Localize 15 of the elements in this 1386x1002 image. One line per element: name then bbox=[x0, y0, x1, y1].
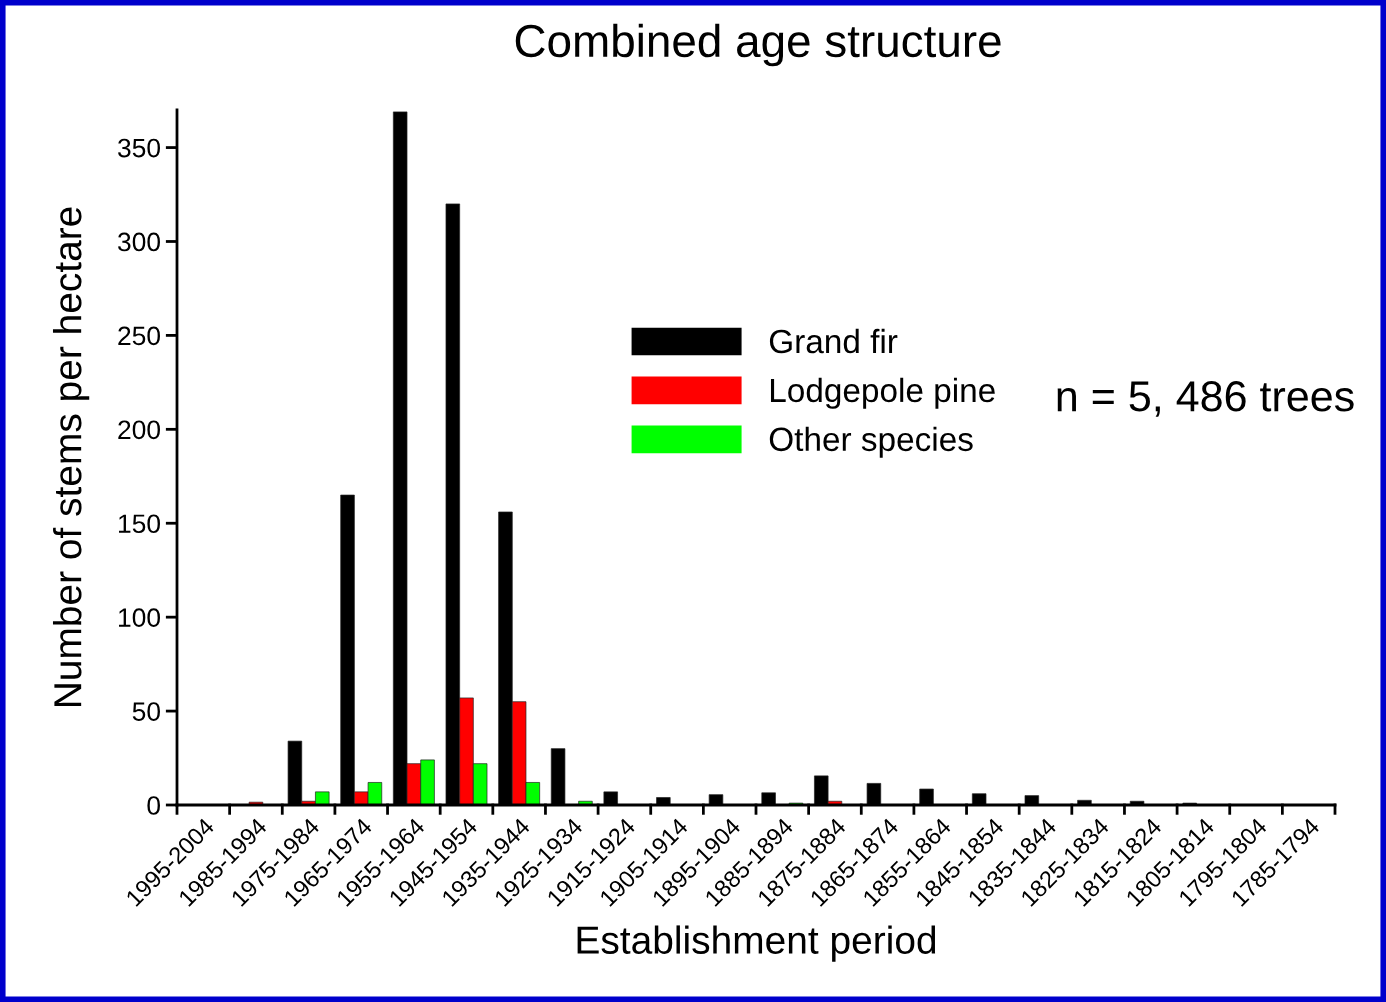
y-tick-label: 0 bbox=[147, 796, 160, 815]
y-tick-label: 350 bbox=[118, 138, 160, 158]
legend-label: Lodgepole pine bbox=[770, 377, 995, 409]
y-tick-label: 150 bbox=[119, 514, 160, 534]
y-tick-label: 50 bbox=[132, 702, 160, 721]
legend-label: Grand fir bbox=[769, 328, 898, 354]
y-tick-label: 200 bbox=[118, 420, 160, 440]
y-axis-title: Number of stems per hectare bbox=[52, 207, 90, 707]
y-tick-label: 100 bbox=[119, 608, 160, 627]
y-tick-label: 250 bbox=[118, 326, 160, 346]
x-axis-title: Establishment period bbox=[577, 925, 936, 962]
legend-label: Other species bbox=[769, 426, 973, 458]
annotation: n = 5, 486 trees bbox=[1057, 381, 1354, 417]
chart-title: Combined age structure bbox=[515, 23, 1001, 67]
y-tick-label: 300 bbox=[118, 232, 160, 252]
